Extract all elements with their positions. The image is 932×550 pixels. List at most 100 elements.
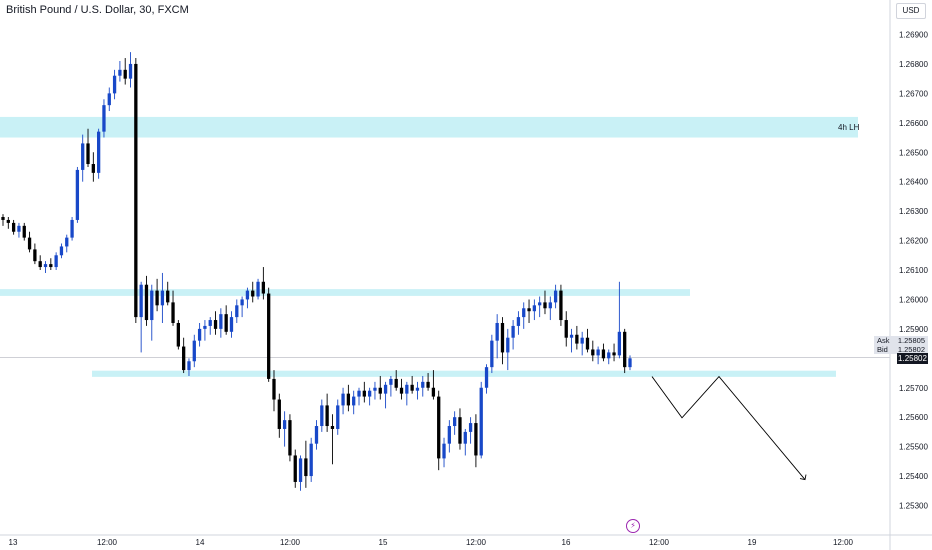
candle-body bbox=[378, 387, 382, 394]
ask-key: Ask bbox=[877, 336, 890, 345]
candle-body bbox=[96, 131, 101, 173]
price-tick: 1.26800 bbox=[899, 60, 928, 69]
candle-body bbox=[548, 302, 552, 309]
price-tick: 1.25400 bbox=[899, 472, 928, 481]
candle-body bbox=[22, 225, 26, 238]
candle-body bbox=[139, 284, 143, 318]
candle-body bbox=[304, 458, 308, 477]
bid-value: 1.25802 bbox=[897, 345, 925, 354]
time-tick: 12:00 bbox=[466, 538, 487, 547]
price-tick: 1.25600 bbox=[899, 413, 928, 422]
bid-key: Bid bbox=[877, 345, 888, 354]
candle-body bbox=[70, 219, 74, 238]
candle-body bbox=[373, 387, 377, 391]
candle-body bbox=[463, 431, 467, 444]
candle-body bbox=[367, 390, 372, 397]
candle-body bbox=[17, 225, 21, 232]
candle-body bbox=[213, 320, 218, 329]
candle-body bbox=[325, 405, 329, 427]
candle-body bbox=[394, 378, 398, 388]
time-axis[interactable]: 13 12:00 14 12:00 15 12:00 16 12:00 19 12:00 bbox=[9, 538, 854, 547]
price-tick: 1.26000 bbox=[899, 295, 928, 304]
ask-value: 1.25805 bbox=[897, 336, 925, 345]
candle-body bbox=[38, 261, 42, 268]
candle-body bbox=[65, 237, 69, 247]
price-tick: 1.26700 bbox=[899, 89, 928, 98]
candle-body bbox=[81, 143, 85, 170]
candle-body bbox=[33, 249, 37, 262]
candle-body bbox=[442, 443, 446, 459]
candle-body bbox=[171, 302, 175, 323]
candle-body bbox=[415, 387, 420, 391]
time-tick: 14 bbox=[196, 538, 205, 547]
price-tick: 1.25300 bbox=[899, 502, 928, 511]
candle-body bbox=[251, 290, 255, 297]
time-tick: 12:00 bbox=[649, 538, 670, 547]
candle-body bbox=[357, 390, 361, 397]
candle-body bbox=[54, 255, 58, 268]
candle-body bbox=[468, 423, 473, 432]
candle-body bbox=[320, 405, 324, 427]
last-price-label: 1.25802 bbox=[897, 353, 928, 364]
price-tick: 1.26500 bbox=[899, 148, 928, 157]
candle-body bbox=[314, 426, 319, 444]
time-tick: 19 bbox=[748, 538, 757, 547]
lightning-icon[interactable]: ⚡ bbox=[626, 519, 640, 533]
candle-body bbox=[352, 396, 356, 406]
candle-body bbox=[75, 169, 80, 220]
candle-body bbox=[410, 384, 414, 391]
candle-body bbox=[6, 219, 10, 223]
candle-body bbox=[282, 420, 287, 429]
candle-body bbox=[309, 443, 313, 477]
candle-body bbox=[240, 299, 244, 306]
candle-body bbox=[591, 349, 595, 356]
candle-body bbox=[197, 328, 202, 341]
currency-button[interactable]: USD bbox=[896, 3, 926, 19]
candle-body bbox=[628, 358, 632, 368]
candle-body bbox=[187, 361, 191, 371]
candle-body bbox=[336, 405, 340, 429]
candle-body bbox=[506, 337, 510, 353]
candle-body bbox=[484, 367, 489, 388]
candle-body bbox=[522, 308, 526, 318]
candle-body bbox=[144, 284, 149, 321]
time-tick: 12:00 bbox=[97, 538, 118, 547]
candle-body bbox=[559, 290, 563, 321]
candle-body bbox=[458, 417, 462, 444]
ask-label: Ask 1.25805 bbox=[874, 336, 928, 345]
candle-body bbox=[601, 349, 606, 359]
candle-body bbox=[134, 63, 138, 318]
candle-body bbox=[49, 264, 53, 268]
candle-body bbox=[182, 346, 186, 371]
candle-body bbox=[112, 75, 117, 94]
price-tick: 1.25700 bbox=[899, 384, 928, 393]
candle-body bbox=[617, 331, 622, 356]
candle-body bbox=[261, 281, 266, 294]
candle-body bbox=[596, 349, 600, 356]
candle-body bbox=[543, 302, 547, 309]
price-tick: 1.26600 bbox=[899, 119, 928, 128]
candle-body bbox=[479, 387, 483, 456]
candle-body bbox=[150, 290, 154, 321]
price-tick: 1.25900 bbox=[899, 325, 928, 334]
candle-body bbox=[612, 352, 616, 356]
candle-body bbox=[511, 325, 515, 338]
candle-body bbox=[128, 63, 133, 79]
candle-body bbox=[500, 322, 505, 353]
candle-body bbox=[607, 352, 611, 359]
zones: 4h LH bbox=[0, 116, 860, 377]
candle-body bbox=[155, 290, 159, 306]
candle-body bbox=[490, 340, 494, 368]
candle-body bbox=[341, 393, 345, 406]
candle-body bbox=[580, 337, 584, 344]
candle-body bbox=[383, 384, 388, 394]
candle-body bbox=[208, 320, 212, 326]
candle-body bbox=[447, 426, 451, 444]
zone-1 bbox=[0, 116, 858, 138]
candle-body bbox=[277, 399, 281, 429]
chart-title: British Pound / U.S. Dollar, 30, FXCM bbox=[6, 4, 189, 16]
price-tick: 1.26100 bbox=[899, 266, 928, 275]
candle-body bbox=[330, 426, 335, 429]
price-axis[interactable]: 1.26900 1.26800 1.26700 1.26600 1.26500 1.264… bbox=[899, 31, 928, 511]
